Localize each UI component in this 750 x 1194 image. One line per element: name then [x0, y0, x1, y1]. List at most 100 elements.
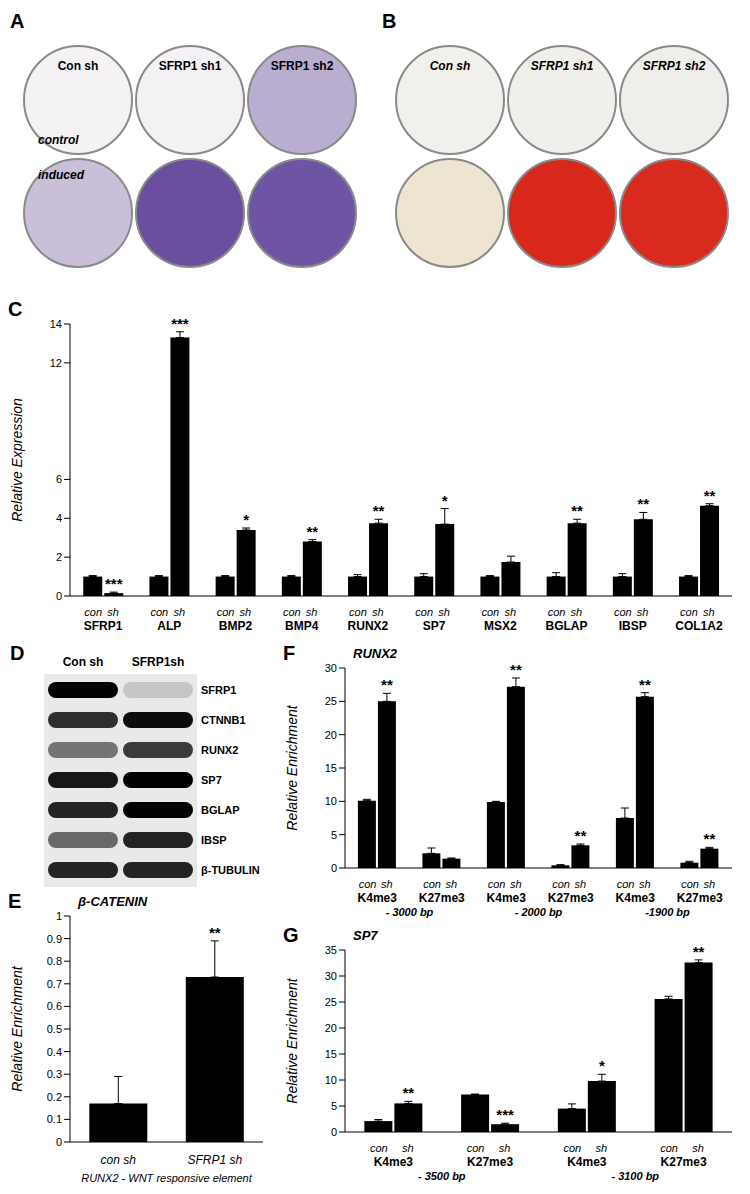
- svg-text:**: **: [693, 943, 705, 960]
- svg-text:**: **: [306, 523, 318, 540]
- svg-text:SFRP1 sh2: SFRP1 sh2: [643, 59, 706, 73]
- svg-text:con: con: [84, 606, 102, 618]
- svg-text:- 3000 bp: - 3000 bp: [386, 906, 434, 918]
- svg-text:RUNX2 - WNT responsive element: RUNX2 - WNT responsive element: [81, 1172, 252, 1184]
- svg-text:-1900 bp: -1900 bp: [645, 906, 690, 918]
- svg-text:**: **: [510, 661, 522, 678]
- svg-text:K4me3: K4me3: [616, 891, 656, 905]
- svg-text:0.3: 0.3: [47, 1068, 62, 1080]
- svg-text:sh: sh: [446, 878, 458, 890]
- svg-text:25: 25: [325, 695, 337, 707]
- svg-text:2: 2: [56, 551, 62, 563]
- svg-text:**: **: [209, 924, 221, 941]
- svg-text:**: **: [704, 830, 716, 847]
- svg-text:SFRP1 sh1: SFRP1 sh1: [159, 59, 222, 73]
- svg-text:con: con: [217, 606, 235, 618]
- svg-text:sh: sh: [704, 878, 716, 890]
- svg-text:sh: sh: [306, 606, 318, 618]
- svg-text:*: *: [599, 1057, 605, 1074]
- svg-text:***: ***: [171, 315, 189, 332]
- svg-text:MSX2: MSX2: [484, 619, 517, 633]
- svg-text:induced: induced: [38, 168, 85, 182]
- svg-text:BGLAP: BGLAP: [201, 804, 240, 816]
- svg-text:A: A: [10, 10, 24, 32]
- svg-text:sh: sh: [596, 1142, 608, 1154]
- svg-text:sh: sh: [510, 878, 522, 890]
- svg-text:K27me3: K27me3: [467, 1155, 513, 1169]
- svg-text:**: **: [637, 495, 649, 512]
- svg-text:0: 0: [331, 862, 337, 874]
- svg-text:**: **: [403, 1084, 415, 1101]
- svg-text:sh: sh: [639, 878, 651, 890]
- svg-text:10: 10: [325, 1074, 337, 1086]
- svg-text:con: con: [349, 606, 367, 618]
- svg-text:K4me3: K4me3: [487, 891, 527, 905]
- svg-text:IBSP: IBSP: [201, 834, 227, 846]
- svg-text:**: **: [639, 676, 651, 693]
- svg-text:con sh: con sh: [101, 1153, 137, 1167]
- svg-text:sh: sh: [240, 606, 252, 618]
- svg-text:RUNX2: RUNX2: [201, 744, 238, 756]
- svg-text:K4me3: K4me3: [567, 1155, 607, 1169]
- svg-text:- 3500 bp: - 3500 bp: [418, 1170, 466, 1182]
- svg-text:SFRP1sh: SFRP1sh: [132, 655, 185, 669]
- svg-text:- 2000 bp: - 2000 bp: [515, 906, 563, 918]
- svg-text:β-TUBULIN: β-TUBULIN: [201, 864, 260, 876]
- svg-text:**: **: [575, 827, 587, 844]
- svg-text:con: con: [415, 606, 433, 618]
- svg-text:BMP2: BMP2: [219, 619, 253, 633]
- svg-text:COL1A2: COL1A2: [675, 619, 723, 633]
- svg-text:RUNX2: RUNX2: [348, 619, 389, 633]
- svg-text:35: 35: [325, 944, 337, 956]
- svg-text:1: 1: [56, 910, 62, 922]
- svg-text:30: 30: [325, 970, 337, 982]
- svg-text:*: *: [243, 511, 249, 528]
- svg-text:con: con: [370, 1142, 388, 1154]
- svg-text:SFRP1: SFRP1: [201, 684, 236, 696]
- svg-text:SP7: SP7: [423, 619, 446, 633]
- svg-text:sh: sh: [107, 606, 119, 618]
- svg-text:con: con: [548, 606, 566, 618]
- svg-text:0: 0: [331, 1126, 337, 1138]
- svg-text:0.1: 0.1: [47, 1113, 62, 1125]
- svg-text:D: D: [10, 642, 24, 664]
- svg-text:sh: sh: [372, 606, 384, 618]
- svg-text:***: ***: [105, 575, 123, 592]
- svg-text:0.2: 0.2: [47, 1091, 62, 1103]
- svg-text:4: 4: [56, 512, 62, 524]
- svg-text:SP7: SP7: [201, 774, 222, 786]
- svg-text:0: 0: [56, 1136, 62, 1148]
- svg-text:0.5: 0.5: [47, 1023, 62, 1035]
- svg-text:30: 30: [325, 662, 337, 674]
- svg-text:K27me3: K27me3: [677, 891, 723, 905]
- svg-text:**: **: [704, 487, 716, 504]
- svg-text:sh: sh: [637, 606, 649, 618]
- svg-text:**: **: [571, 502, 583, 519]
- svg-text:**: **: [373, 502, 385, 519]
- svg-text:SFRP1 sh2: SFRP1 sh2: [271, 59, 334, 73]
- svg-text:con: con: [680, 606, 698, 618]
- svg-text:SFRP1 sh1: SFRP1 sh1: [531, 59, 594, 73]
- svg-text:con: con: [660, 1142, 678, 1154]
- svg-text:5: 5: [331, 829, 337, 841]
- svg-text:sh: sh: [381, 878, 393, 890]
- svg-text:IBSP: IBSP: [619, 619, 647, 633]
- svg-text:con: con: [283, 606, 301, 618]
- svg-text:BMP4: BMP4: [285, 619, 319, 633]
- svg-text:sh: sh: [571, 606, 583, 618]
- svg-text:con: con: [488, 878, 506, 890]
- svg-text:0.9: 0.9: [47, 933, 62, 945]
- svg-text:sh: sh: [402, 1142, 414, 1154]
- svg-text:con: con: [614, 606, 632, 618]
- svg-text:0.8: 0.8: [47, 955, 62, 967]
- svg-text:0.7: 0.7: [47, 978, 62, 990]
- svg-text:sh: sh: [692, 1142, 704, 1154]
- svg-text:0: 0: [56, 590, 62, 602]
- svg-text:con: con: [467, 1142, 485, 1154]
- svg-text:con: con: [423, 878, 441, 890]
- svg-text:control: control: [38, 133, 79, 147]
- svg-text:con: con: [617, 878, 635, 890]
- svg-text:Relative Expression: Relative Expression: [9, 398, 25, 522]
- svg-text:con: con: [150, 606, 168, 618]
- svg-text:K27me3: K27me3: [548, 891, 594, 905]
